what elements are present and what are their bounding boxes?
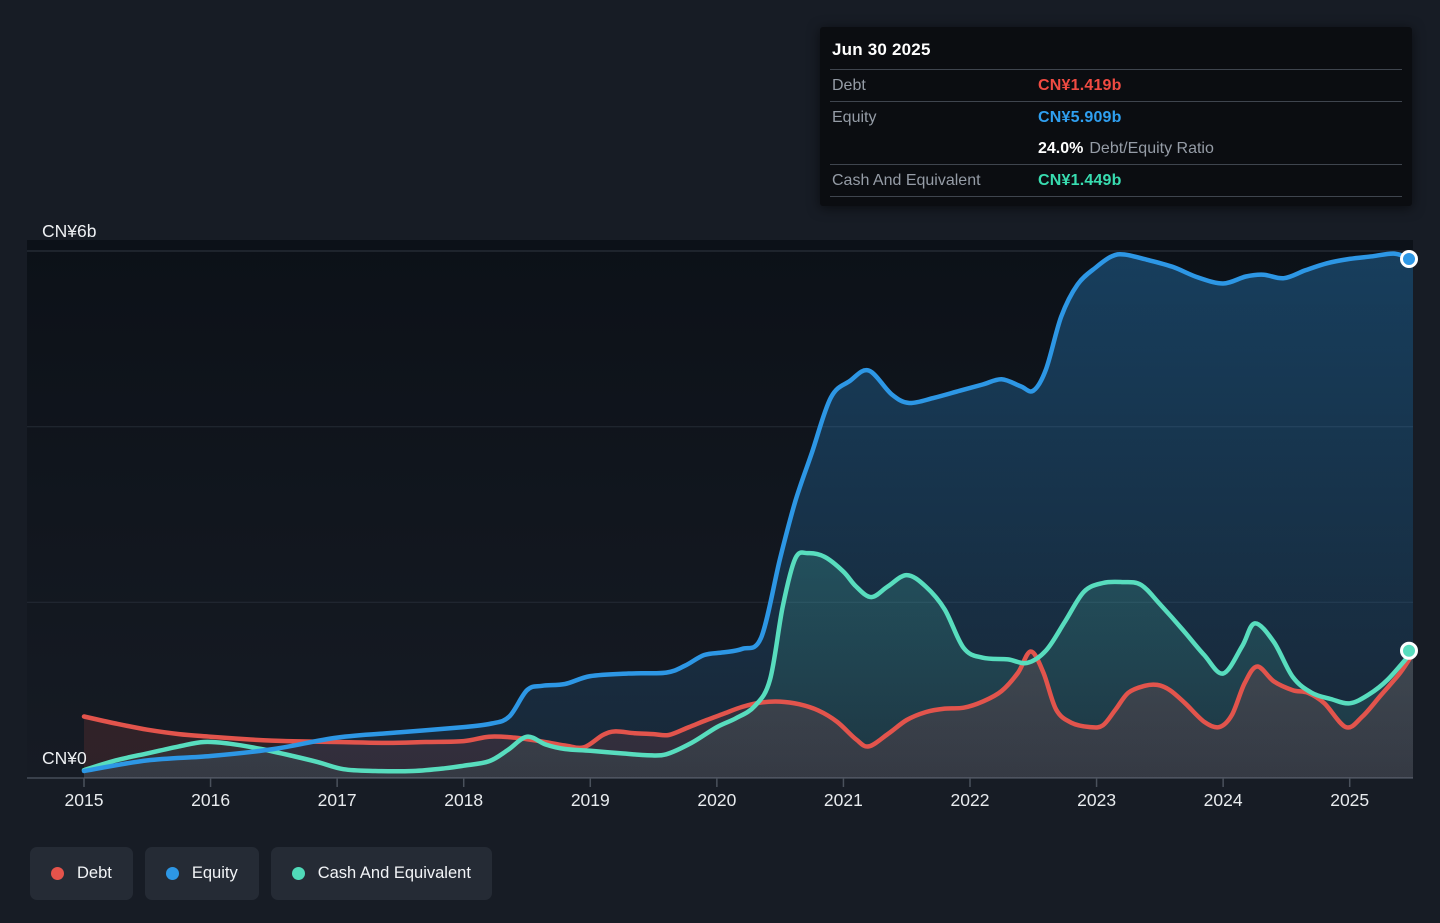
legend-debt-label: Debt <box>77 864 112 882</box>
tooltip-date: Jun 30 2025 <box>832 40 931 59</box>
x-tick-label: 2018 <box>444 790 483 810</box>
equity-end-marker <box>1400 250 1418 268</box>
y-axis-label: CN¥6b <box>42 221 96 241</box>
tooltip-debt-label: Debt <box>832 77 866 94</box>
equity-dot-icon <box>165 867 179 880</box>
x-tick-label: 2023 <box>1077 790 1116 810</box>
debt-area <box>84 651 1413 778</box>
x-tick-label: 2021 <box>824 790 863 810</box>
x-tick-label: 2015 <box>65 790 104 810</box>
cash-dot-icon <box>291 867 305 880</box>
legend-cash-label: Cash And Equivalent <box>317 864 471 882</box>
x-tick-label: 2025 <box>1330 790 1369 810</box>
x-tick-label: 2019 <box>571 790 610 810</box>
chart-tooltip: Jun 30 2025 Debt CN¥1.419b Equity CN¥5.9… <box>820 27 1412 206</box>
tooltip-ratio-value: 24.0% <box>1038 140 1084 157</box>
legend-item-cash[interactable]: Cash And Equivalent <box>270 847 492 900</box>
tooltip-equity-label: Equity <box>832 109 877 126</box>
legend-item-equity[interactable]: Equity <box>144 847 259 900</box>
y-axis-label: CN¥0 <box>42 748 87 768</box>
tooltip-cash-label: Cash And Equivalent <box>832 172 981 189</box>
chart-legend: Debt Equity Cash And Equivalent <box>30 847 492 900</box>
tooltip-row-cash: Cash And Equivalent CN¥1.449b <box>820 165 1412 196</box>
x-tick-label: 2017 <box>318 790 357 810</box>
equity-line <box>81 251 1413 774</box>
series-lines <box>81 251 1413 774</box>
cash-and-equivalent-area <box>84 552 1413 778</box>
tooltip-debt-value: CN¥1.419b <box>1038 77 1122 94</box>
tooltip-divider <box>830 164 1402 165</box>
legend-item-debt[interactable]: Debt <box>30 847 133 900</box>
cash-and-equivalent-line <box>81 550 1413 774</box>
debt-line <box>81 649 1413 751</box>
axis-labels: 2015 2016 2017 2018 2019 2020 2021 2022 2023 2024… <box>42 221 1369 810</box>
x-tick-label: 2024 <box>1204 790 1243 810</box>
debt-dot-icon <box>51 867 64 880</box>
series-end-markers <box>1400 250 1418 660</box>
tooltip-row-ratio: 24.0% Debt/Equity Ratio <box>820 133 1412 164</box>
x-tick-label: 2020 <box>697 790 736 810</box>
tooltip-cash-value: CN¥1.449b <box>1038 172 1122 189</box>
tooltip-row-equity: Equity CN¥5.909b <box>820 102 1412 133</box>
cash-and-equivalent-end-marker <box>1400 641 1418 660</box>
tooltip-divider <box>830 101 1402 102</box>
tooltip-divider <box>830 196 1402 197</box>
x-tick-label: 2016 <box>191 790 230 810</box>
legend-equity-label: Equity <box>191 864 238 882</box>
tooltip-ratio-label: Debt/Equity Ratio <box>1089 140 1214 157</box>
tooltip-divider <box>830 69 1402 70</box>
x-tick-label: 2022 <box>951 790 990 810</box>
tooltip-row-debt: Debt CN¥1.419b <box>820 70 1412 101</box>
series-areas <box>84 253 1413 779</box>
tooltip-equity-value: CN¥5.909b <box>1038 109 1122 126</box>
